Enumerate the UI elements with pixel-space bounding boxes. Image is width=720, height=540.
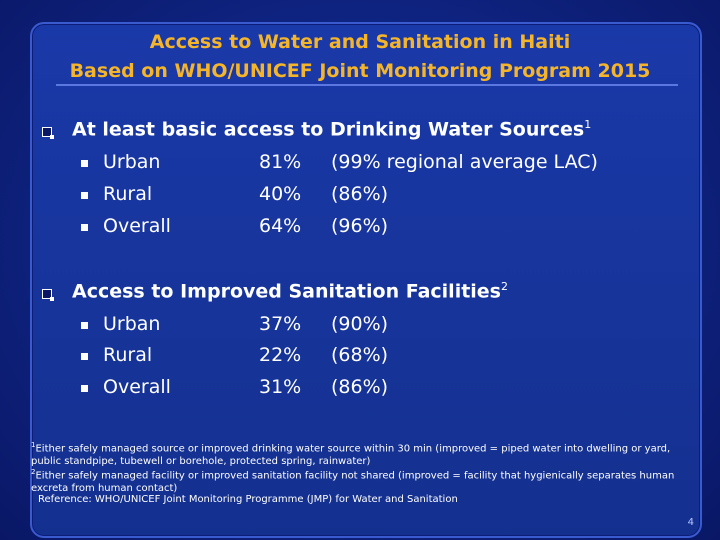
water-row-regional: (96%) bbox=[331, 215, 389, 237]
footnote-2-text: Either safely managed facility or improv… bbox=[31, 470, 675, 495]
title-line-2: Based on WHO/UNICEF Joint Monitoring Pro… bbox=[69, 60, 651, 82]
footnote-1-marker: 1 bbox=[31, 441, 36, 449]
sanitation-heading-text: Access to Improved Sanitation Facilities bbox=[72, 280, 501, 303]
footnote-2-marker: 2 bbox=[31, 468, 36, 476]
square-bullet-icon bbox=[81, 322, 88, 329]
reference-note: Reference: WHO/UNICEF Joint Monitoring P… bbox=[38, 494, 458, 505]
checkbox-bullet-icon bbox=[42, 127, 54, 139]
water-row-label: Urban bbox=[103, 151, 161, 173]
footnote-2: 2Either safely managed facility or impro… bbox=[31, 466, 691, 495]
square-bullet-icon bbox=[81, 385, 88, 392]
water-row-regional: (99% regional average LAC) bbox=[331, 151, 598, 173]
sanitation-row-label: Rural bbox=[103, 344, 153, 366]
footnote-1-text: Either safely managed source or improved… bbox=[31, 443, 671, 468]
water-row-label: Overall bbox=[103, 215, 171, 237]
sanitation-row-percent: 37% bbox=[259, 313, 302, 335]
sanitation-heading: Access to Improved Sanitation Facilities… bbox=[72, 280, 508, 302]
water-row-regional: (86%) bbox=[331, 183, 389, 205]
slide-title: Access to Water and Sanitation in Haiti … bbox=[40, 28, 680, 86]
sanitation-row-regional: (86%) bbox=[331, 376, 389, 398]
sanitation-row-percent: 31% bbox=[259, 376, 302, 398]
square-bullet-icon bbox=[81, 353, 88, 360]
water-footnote-marker: 1 bbox=[584, 118, 592, 131]
square-bullet-icon bbox=[81, 224, 88, 231]
water-row-percent: 81% bbox=[259, 151, 302, 173]
sanitation-row-label: Urban bbox=[103, 313, 161, 335]
sanitation-row-percent: 22% bbox=[259, 344, 302, 366]
water-row-percent: 40% bbox=[259, 183, 302, 205]
water-row-percent: 64% bbox=[259, 215, 302, 237]
content-panel bbox=[30, 22, 702, 538]
square-bullet-icon bbox=[81, 192, 88, 199]
sanitation-footnote-marker: 2 bbox=[501, 280, 508, 293]
sanitation-row-regional: (90%) bbox=[331, 313, 389, 335]
square-bullet-icon bbox=[81, 160, 88, 167]
sanitation-row-regional: (68%) bbox=[331, 344, 389, 366]
title-divider bbox=[56, 84, 678, 86]
water-row-label: Rural bbox=[103, 183, 153, 205]
checkbox-bullet-icon bbox=[42, 289, 54, 301]
water-heading: At least basic access to Drinking Water … bbox=[72, 118, 591, 140]
page-number: 4 bbox=[687, 517, 694, 528]
water-heading-text: At least basic access to Drinking Water … bbox=[72, 118, 585, 141]
title-line-1: Access to Water and Sanitation in Haiti bbox=[149, 31, 571, 53]
sanitation-row-label: Overall bbox=[103, 376, 171, 398]
footnote-1: 1Either safely managed source or improve… bbox=[31, 439, 691, 468]
